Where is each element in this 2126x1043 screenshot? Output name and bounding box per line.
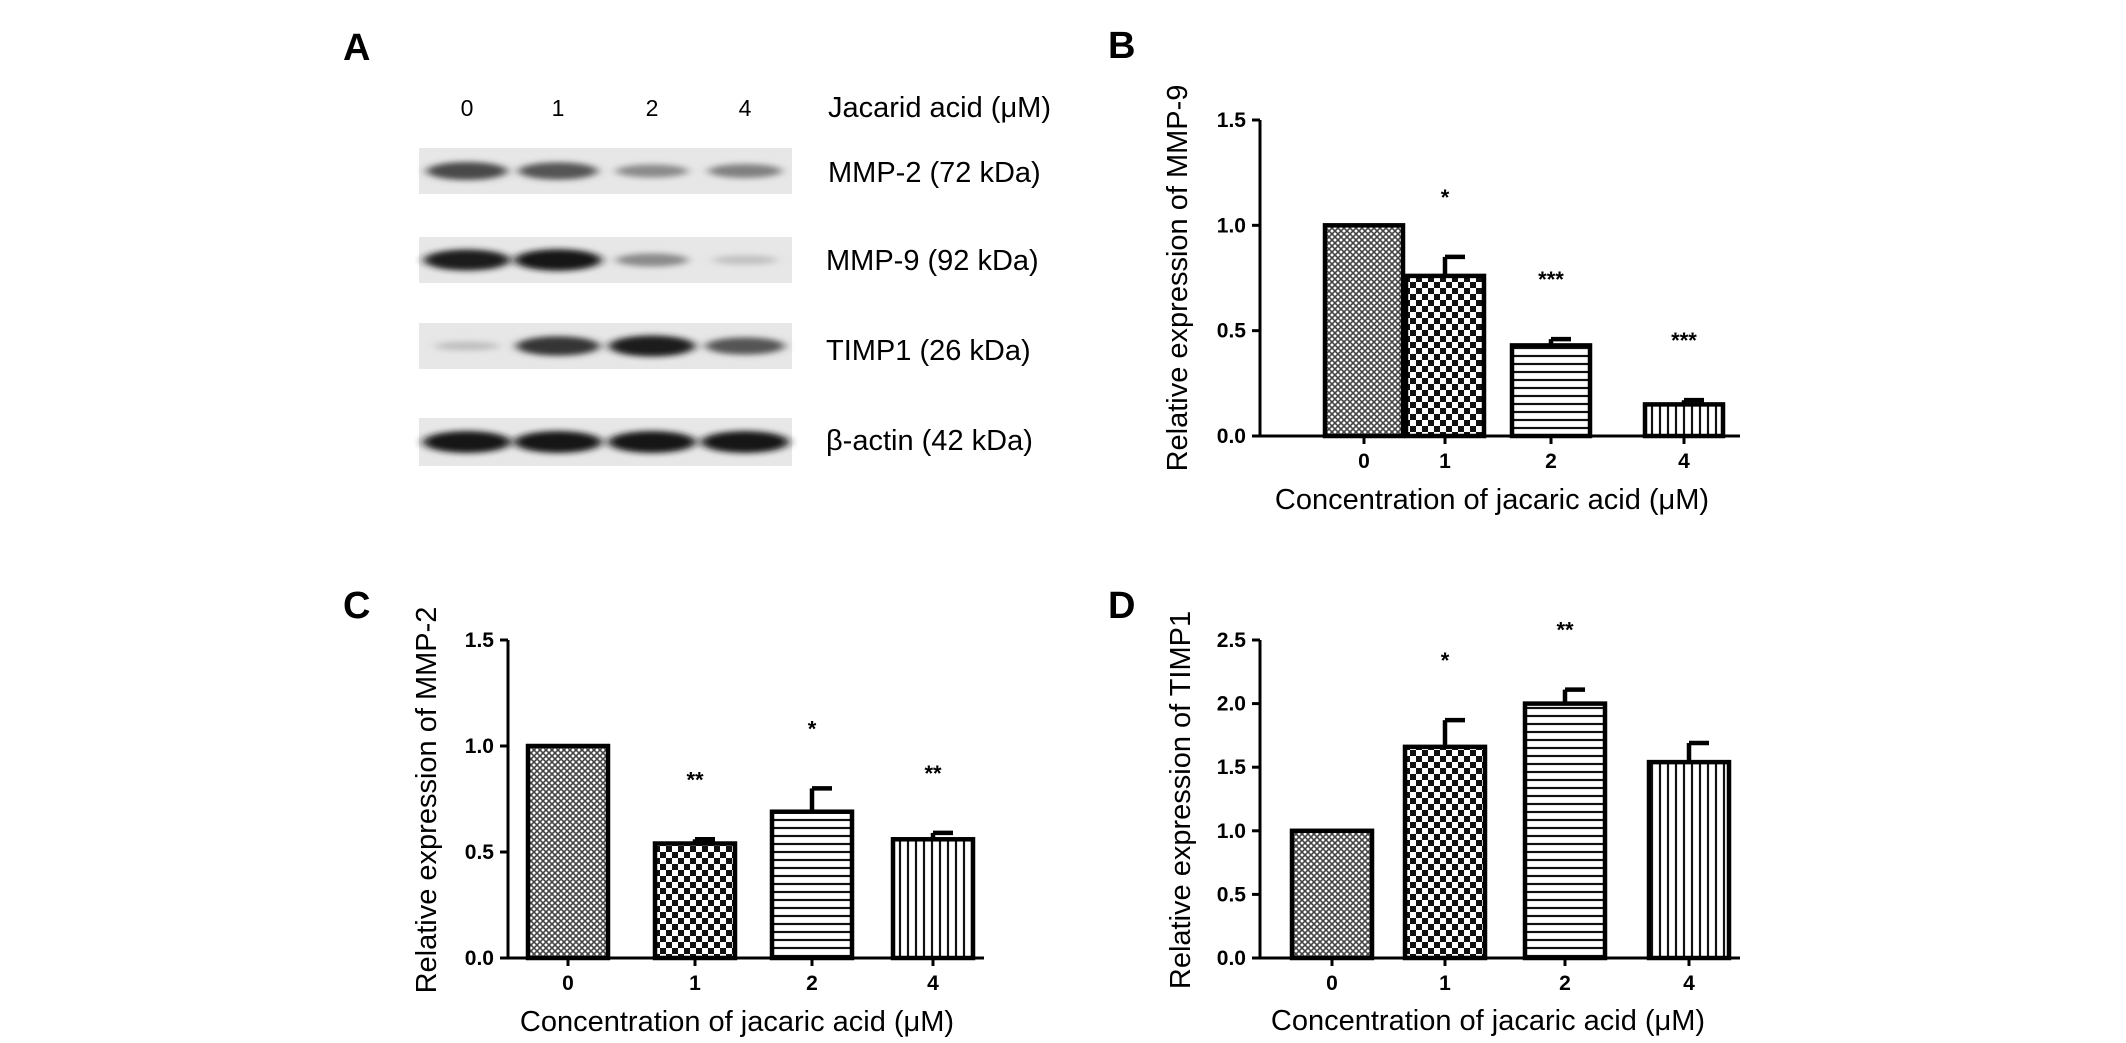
x-tick-label: 2 bbox=[806, 972, 818, 995]
bar bbox=[525, 743, 611, 961]
blot-band bbox=[423, 249, 511, 271]
bar bbox=[769, 809, 855, 961]
bar bbox=[1642, 402, 1726, 439]
y-tick-label: 1.0 bbox=[1217, 820, 1246, 843]
y-tick-label: 1.0 bbox=[1217, 214, 1246, 237]
bar bbox=[1403, 273, 1487, 439]
blot-band bbox=[615, 253, 689, 267]
significance-label: ** bbox=[1556, 618, 1574, 643]
blot-band-label: TIMP1 (26 kDa) bbox=[826, 335, 1031, 367]
panel-c-chart: Concentration of jacaric acid (μM) Relat… bbox=[411, 607, 984, 1038]
significance-label: ** bbox=[924, 761, 942, 786]
blot-lane-label: 2 bbox=[646, 95, 659, 121]
panel-label-a: A bbox=[343, 27, 370, 69]
blot-lane-label: 4 bbox=[739, 95, 752, 121]
significance-label: *** bbox=[1671, 328, 1697, 353]
y-tick-label: 1.5 bbox=[465, 629, 495, 652]
blot-band bbox=[514, 249, 602, 271]
panel-c-xlabel: Concentration of jacaric acid (μM) bbox=[520, 1006, 954, 1038]
significance-label: * bbox=[1441, 648, 1450, 673]
blot-lane-label: 0 bbox=[461, 95, 474, 121]
blot-band bbox=[608, 335, 696, 357]
blot-band bbox=[708, 164, 782, 178]
significance-label: * bbox=[1441, 185, 1450, 210]
bar bbox=[652, 841, 738, 961]
panel-d-ylabel: Relative expression of TIMP1 bbox=[1165, 611, 1197, 989]
blot-band bbox=[426, 162, 508, 180]
bar bbox=[1289, 828, 1375, 961]
panel-label-c: C bbox=[343, 585, 370, 627]
y-tick-label: 0.0 bbox=[1217, 425, 1246, 448]
blot-lane-label: 1 bbox=[552, 95, 565, 121]
significance-label: *** bbox=[1538, 267, 1564, 292]
panel-b-ylabel: Relative expression of MMP-9 bbox=[1162, 85, 1194, 472]
blot-band bbox=[434, 341, 500, 351]
panel-d-chart: Concentration of jacaric acid (μM) Relat… bbox=[1165, 611, 1740, 1037]
x-tick-label: 4 bbox=[927, 972, 939, 995]
y-tick-label: 0.5 bbox=[1217, 320, 1247, 343]
x-tick-label: 0 bbox=[1326, 972, 1338, 995]
blot-band-label: MMP-2 (72 kDa) bbox=[828, 157, 1041, 189]
panel-b-chart: Concentration of jacaric acid (μM) Relat… bbox=[1162, 85, 1740, 516]
x-tick-label: 1 bbox=[1439, 450, 1451, 473]
x-tick-label: 4 bbox=[1683, 972, 1695, 995]
blot-band-label: MMP-9 (92 kDa) bbox=[826, 245, 1039, 277]
blot-band bbox=[518, 162, 598, 180]
panel-d-xlabel: Concentration of jacaric acid (μM) bbox=[1271, 1005, 1705, 1037]
significance-label: ** bbox=[686, 767, 704, 792]
x-tick-label: 0 bbox=[1358, 450, 1370, 473]
significance-label: * bbox=[808, 716, 817, 741]
panel-label-d: D bbox=[1108, 585, 1135, 627]
x-tick-label: 4 bbox=[1678, 450, 1690, 473]
y-tick-label: 1.5 bbox=[1217, 109, 1247, 132]
bar bbox=[1522, 701, 1608, 961]
panel-c-ylabel: Relative expression of MMP-2 bbox=[411, 607, 443, 994]
x-tick-label: 0 bbox=[562, 972, 574, 995]
y-tick-label: 0.5 bbox=[1217, 883, 1247, 906]
panel-b-xlabel: Concentration of jacaric acid (μM) bbox=[1275, 484, 1709, 516]
x-tick-label: 2 bbox=[1545, 450, 1557, 473]
bar bbox=[1322, 223, 1406, 439]
y-tick-label: 1.5 bbox=[1217, 756, 1247, 779]
blot-band bbox=[608, 431, 696, 453]
blot-band bbox=[516, 336, 600, 356]
blot-band bbox=[423, 431, 511, 453]
blot-band bbox=[705, 337, 785, 355]
blot-band-label: β-actin (42 kDa) bbox=[826, 425, 1033, 457]
blot-title: Jacarid acid (μM) bbox=[828, 92, 1051, 124]
y-tick-label: 0.0 bbox=[465, 947, 494, 970]
blot-band bbox=[615, 164, 689, 178]
y-tick-label: 1.0 bbox=[465, 735, 494, 758]
blot-band bbox=[712, 255, 778, 265]
bar bbox=[1402, 744, 1488, 961]
x-tick-label: 2 bbox=[1559, 972, 1571, 995]
y-tick-label: 2.5 bbox=[1217, 629, 1247, 652]
bar bbox=[890, 837, 976, 961]
y-tick-label: 0.5 bbox=[465, 841, 495, 864]
bar bbox=[1509, 343, 1593, 439]
x-tick-label: 1 bbox=[689, 972, 701, 995]
panel-label-b: B bbox=[1108, 25, 1135, 67]
blot-band bbox=[514, 431, 602, 453]
bar bbox=[1646, 759, 1732, 961]
y-tick-label: 2.0 bbox=[1217, 693, 1246, 716]
western-blot: 0 1 2 4 Jacarid acid (μM) MMP-2 (72 kDa)… bbox=[419, 92, 1051, 466]
blot-band bbox=[701, 431, 789, 453]
y-tick-label: 0.0 bbox=[1217, 947, 1246, 970]
x-tick-label: 1 bbox=[1439, 972, 1451, 995]
